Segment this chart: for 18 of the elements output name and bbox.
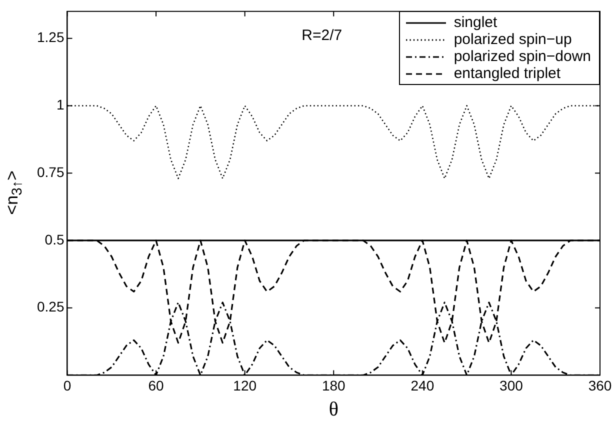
annotation: R=2/7: [302, 27, 342, 44]
legend-label: singlet: [454, 14, 498, 32]
x-tick-label: 120: [233, 377, 257, 394]
x-tick-label: 300: [500, 377, 524, 394]
y-tick-label: 0.5: [44, 231, 64, 248]
x-tick-label: 240: [410, 377, 434, 394]
legend-label: polarized spin−up: [454, 31, 572, 48]
x-tick-label: 360: [588, 377, 612, 394]
x-tick-label: 60: [148, 377, 164, 394]
x-axis-title: θ: [328, 398, 338, 420]
legend-label: entangled triplet: [454, 65, 561, 82]
y-tick-label: 0.75: [37, 164, 64, 180]
x-tick-label: 180: [322, 377, 346, 394]
y-tick-label: 0.25: [37, 298, 64, 315]
y-tick-label: 1: [56, 96, 64, 113]
y-tick-label: 1.25: [37, 29, 64, 46]
x-tick-label: 0: [63, 377, 72, 394]
legend-label: polarized spin−down: [454, 48, 591, 66]
